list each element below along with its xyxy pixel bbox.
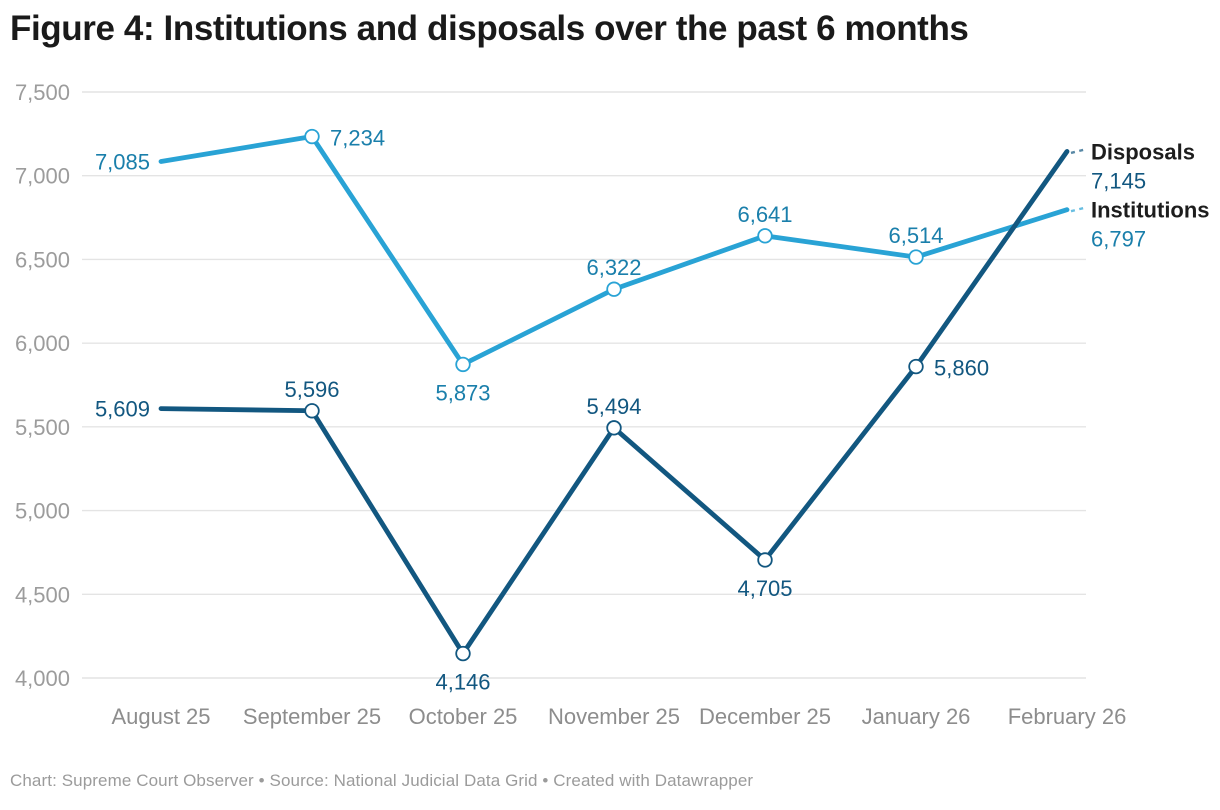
xaxis-labels: August 25 September 25 October 25 November … [111,704,1126,729]
data-label-disposals-3: 5,494 [586,394,641,419]
marker-disposals-3 [606,420,622,436]
end-label-name-institutions: Institutions [1091,198,1210,223]
marker-institutions-5 [908,249,924,265]
ytick-label-6000: 6,000 [15,331,70,356]
marker-disposals-2 [455,645,471,662]
xtick-label-january-26: January 26 [862,704,971,729]
marker-disposals-1 [304,403,320,419]
data-label-disposals-0: 5,609 [95,397,150,422]
data-label-disposals-4: 4,705 [737,576,792,601]
ytick-label-6500: 6,500 [15,247,70,272]
ytick-label-5500: 5,500 [15,415,70,440]
xtick-label-december-25: December 25 [699,704,831,729]
ytick-label-4000: 4,000 [15,666,70,691]
xtick-label-november-25: November 25 [548,704,680,729]
data-label-disposals-2: 4,146 [435,670,490,695]
xtick-label-september-25: September 25 [243,704,381,729]
data-label-institutions-2: 5,873 [435,380,490,405]
series-institutions: 7,085 7,234 5,873 6,322 6,641 6,514 Institutio… [95,126,1210,406]
chart-title: Figure 4: Institutions and disposals ove… [10,9,969,48]
end-label-name-disposals: Disposals [1091,139,1195,164]
xtick-label-august-25: August 25 [111,704,210,729]
ytick-label-7500: 7,500 [15,80,70,105]
line-institutions [158,133,1070,368]
ytick-label-5000: 5,000 [15,499,70,524]
marker-disposals-5 [908,358,924,375]
line-chart: 4,000 4,500 5,000 5,500 6,000 6,500 7,000 7,500… [15,80,1210,729]
chart-footer: Chart: Supreme Court Observer • Source: … [10,771,754,790]
end-connector-disposals [1070,147,1088,155]
grid-and-yaxis: 4,000 4,500 5,000 5,500 6,000 6,500 7,000 7,500 [15,80,1086,691]
series-disposals: 5,609 5,596 4,146 5,494 4,705 5,860 Disposals 7… [95,139,1195,694]
data-label-institutions-1: 7,234 [330,126,385,151]
end-label-value-disposals: 7,145 [1091,168,1146,193]
data-label-institutions-0: 7,085 [95,149,150,174]
end-connector-institutions [1070,206,1088,213]
data-label-disposals-1: 5,596 [284,377,339,402]
marker-institutions-4 [757,228,773,244]
xtick-label-february-26: February 26 [1008,704,1127,729]
marker-disposals-4 [757,552,773,568]
ytick-label-4500: 4,500 [15,582,70,607]
ytick-label-7000: 7,000 [15,164,70,189]
data-label-disposals-5: 5,860 [934,356,989,381]
data-label-institutions-4: 6,641 [737,202,792,227]
marker-institutions-2 [455,356,471,373]
marker-institutions-3 [606,281,622,297]
data-label-institutions-3: 6,322 [586,255,641,280]
end-label-value-institutions: 6,797 [1091,227,1146,252]
data-label-institutions-5: 6,514 [888,223,943,248]
xtick-label-october-25: October 25 [409,704,518,729]
marker-institutions-1 [304,128,320,145]
